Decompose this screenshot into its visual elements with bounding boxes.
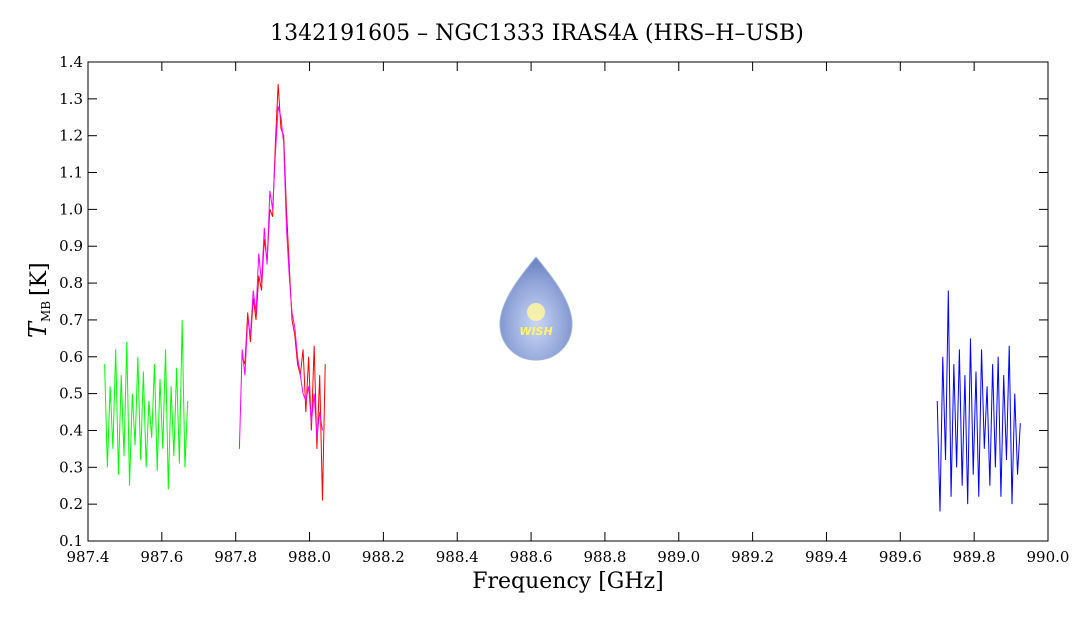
y-tick-label: 1.0: [59, 200, 83, 218]
chart-title: 1342191605 – NGC1333 IRAS4A (HRS–H–USB): [270, 21, 804, 46]
x-axis-label: Frequency [GHz]: [472, 569, 664, 594]
y-label-main: T: [24, 320, 52, 338]
y-label-unit: [K]: [27, 262, 52, 296]
y-axis-label: T MB [K]: [24, 262, 53, 338]
logo-star: [527, 303, 545, 321]
y-tick-label: 0.3: [59, 458, 83, 476]
spectrum-line: [238, 106, 323, 449]
y-tick-label: 0.7: [59, 311, 83, 329]
y-tick-label: 0.9: [59, 237, 83, 255]
spectrum-line: [936, 290, 1021, 512]
y-tick-label: 0.8: [59, 274, 83, 292]
spectrum-line: [104, 319, 189, 490]
y-tick-label: 0.1: [59, 532, 83, 550]
x-tick-label: 988.8: [583, 548, 626, 566]
y-tick-label: 0.5: [59, 385, 83, 403]
plot-frame: [87, 61, 1049, 542]
y-tick-label: 0.6: [59, 348, 83, 366]
y-tick-label: 1.2: [59, 127, 83, 145]
y-tick-label: 0.4: [59, 421, 83, 439]
wish-logo: WISH: [499, 256, 573, 361]
logo-text: WISH: [519, 325, 552, 338]
y-label-sub: MB: [39, 301, 53, 322]
x-tick-label: 988.6: [510, 548, 553, 566]
x-tick-label: 989.2: [731, 548, 774, 566]
y-tick-label: 1.3: [59, 90, 83, 108]
x-tick-label: 988.0: [288, 548, 331, 566]
x-tick-label: 987.6: [140, 548, 183, 566]
y-tick-label: 0.2: [59, 495, 83, 513]
x-tick-label: 990.0: [1027, 548, 1070, 566]
y-tick-label: 1.4: [59, 53, 83, 71]
y-tick-label: 1.1: [59, 164, 83, 182]
x-tick-label: 989.6: [879, 548, 922, 566]
x-tick-label: 988.4: [436, 548, 479, 566]
x-tick-label: 989.0: [657, 548, 700, 566]
x-tick-label: 987.8: [214, 548, 257, 566]
x-tick-label: 989.8: [953, 548, 996, 566]
x-tick-label: 989.4: [805, 548, 848, 566]
spectrum-line: [241, 84, 326, 501]
x-tick-label: 988.2: [362, 548, 405, 566]
x-tick-label: 987.4: [67, 548, 110, 566]
